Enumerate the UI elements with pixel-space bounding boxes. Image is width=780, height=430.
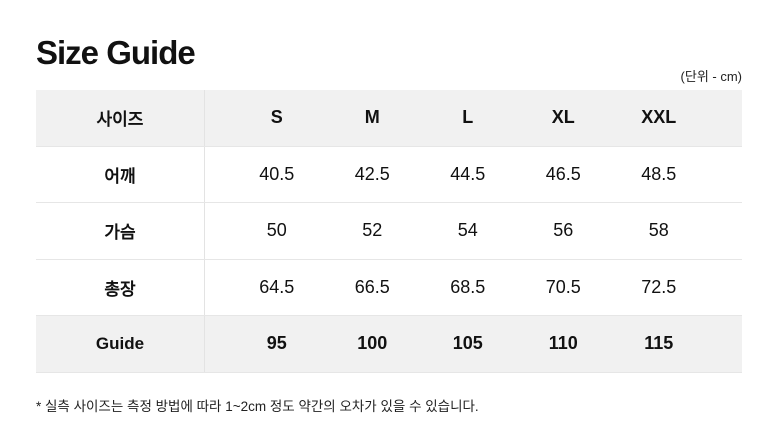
cell: 70.5 xyxy=(545,276,581,297)
size-header: S xyxy=(270,107,283,128)
size-header: XL xyxy=(551,107,575,128)
table-row-shoulder: 어깨 40.5 42.5 44.5 46.5 48.5 xyxy=(36,146,742,203)
cell: 56 xyxy=(553,220,574,241)
table-row-chest: 가슴 50 52 54 56 58 xyxy=(36,203,742,260)
cell: 72.5 xyxy=(641,276,677,297)
cell: 58 xyxy=(648,220,669,241)
cell: 50 xyxy=(266,220,287,241)
size-header: XXL xyxy=(641,107,677,128)
header-label: 사이즈 xyxy=(36,90,205,146)
table-row-length: 총장 64.5 66.5 68.5 70.5 72.5 xyxy=(36,259,742,316)
unit-label: (단위 - cm) xyxy=(680,69,742,84)
cell: 64.5 xyxy=(259,276,295,297)
cell: 44.5 xyxy=(450,163,486,184)
cell: 42.5 xyxy=(354,163,390,184)
cell: 105 xyxy=(452,333,483,354)
row-label: 총장 xyxy=(36,259,205,315)
size-header: M xyxy=(364,107,380,128)
row-label: Guide xyxy=(36,316,205,372)
cell: 95 xyxy=(266,333,287,354)
cell: 46.5 xyxy=(545,163,581,184)
row-label: 가슴 xyxy=(36,203,205,259)
cell: 68.5 xyxy=(450,276,486,297)
row-label: 어깨 xyxy=(36,146,205,202)
cell: 40.5 xyxy=(259,163,295,184)
cell: 100 xyxy=(357,333,388,354)
cell: 115 xyxy=(644,333,674,354)
size-header: L xyxy=(462,107,474,128)
cell: 48.5 xyxy=(641,163,677,184)
cell: 66.5 xyxy=(354,276,390,297)
page-title: Size Guide xyxy=(36,34,196,71)
cell: 52 xyxy=(362,220,383,241)
table-header-row: 사이즈 S M L XL XXL xyxy=(36,90,742,147)
size-table: 사이즈 S M L XL XXL 어깨 40.5 42.5 44.5 46.5 … xyxy=(36,90,742,373)
cell: 54 xyxy=(457,220,478,241)
measurement-note: * 실측 사이즈는 측정 방법에 따라 1~2cm 정도 약간의 오차가 있을 … xyxy=(36,399,479,414)
table-row-guide: Guide 95 100 105 110 115 xyxy=(36,316,742,373)
cell: 110 xyxy=(548,333,578,354)
